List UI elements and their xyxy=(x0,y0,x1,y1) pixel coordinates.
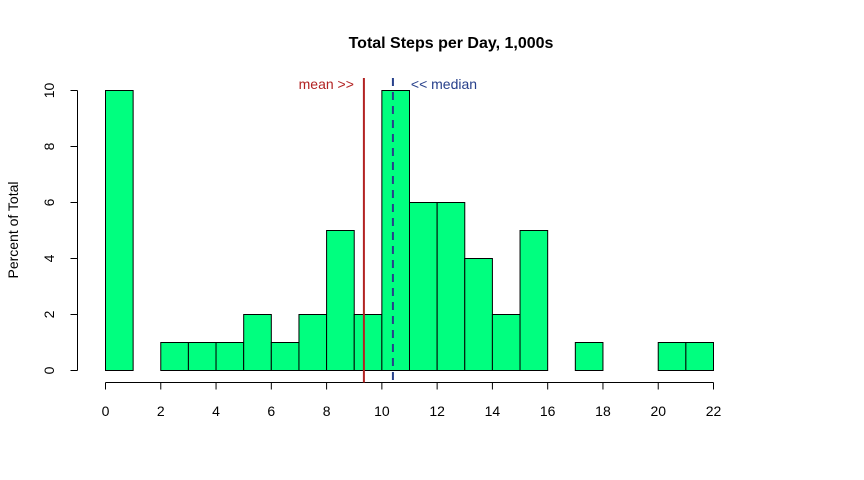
x-axis: 0 2 4 6 8 10 12 14 16 18 20 22 xyxy=(102,382,722,419)
histogram-bar xyxy=(657,342,687,371)
x-tick-label: 20 xyxy=(650,403,666,419)
x-tick-label: 16 xyxy=(540,403,556,419)
histogram-bar xyxy=(105,90,134,371)
x-tick-label: 0 xyxy=(102,403,110,419)
x-tick-label: 4 xyxy=(212,403,220,419)
reference-lines: mean >> << median xyxy=(299,76,477,383)
y-tick-label: 2 xyxy=(41,310,57,318)
x-tick-label: 18 xyxy=(595,403,611,419)
histogram-bar xyxy=(243,314,272,371)
y-tick-label: 4 xyxy=(41,254,57,262)
mean-label: mean >> xyxy=(299,76,354,92)
histogram-bar xyxy=(685,342,715,371)
histogram-bar xyxy=(464,258,493,371)
bars-group xyxy=(105,90,715,371)
x-tick-label: 8 xyxy=(323,403,331,419)
y-tick-label: 8 xyxy=(41,142,57,150)
histogram-bar xyxy=(519,230,549,371)
histogram-bar xyxy=(215,342,245,371)
x-tick-label: 10 xyxy=(374,403,390,419)
chart-title: Total Steps per Day, 1,000s xyxy=(349,35,554,52)
histogram-bar xyxy=(298,314,328,371)
histogram-bar xyxy=(409,202,438,371)
y-tick-label: 10 xyxy=(41,83,57,99)
y-tick-label: 0 xyxy=(41,366,57,374)
median-label: << median xyxy=(411,76,477,92)
y-tick-label: 6 xyxy=(41,198,57,206)
histogram-bar xyxy=(326,230,355,371)
x-tick-label: 6 xyxy=(267,403,275,419)
x-tick-label: 12 xyxy=(429,403,445,419)
y-axis-label: Percent of Total xyxy=(5,181,21,278)
histogram-bar xyxy=(160,342,189,371)
x-tick-label: 22 xyxy=(706,403,722,419)
histogram-bar xyxy=(491,314,521,371)
histogram-bar xyxy=(381,90,411,371)
y-axis: 0 2 4 6 8 10 xyxy=(41,83,78,374)
histogram-bar xyxy=(574,342,604,371)
histogram-bar xyxy=(436,202,466,371)
histogram-bar xyxy=(353,314,383,371)
x-tick-label: 2 xyxy=(157,403,165,419)
histogram-bar xyxy=(270,342,300,371)
histogram-bar xyxy=(187,342,217,371)
x-tick-label: 14 xyxy=(485,403,501,419)
